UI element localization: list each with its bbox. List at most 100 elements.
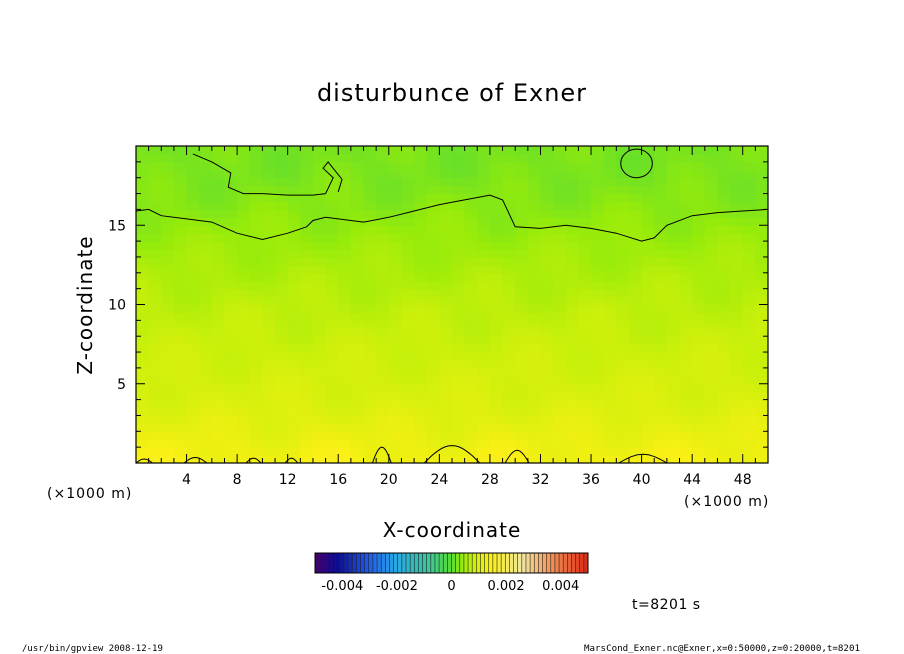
heatmap-cell <box>161 407 175 417</box>
heatmap-cell <box>325 264 339 274</box>
heatmap-cell <box>414 439 428 448</box>
heatmap-cell <box>287 233 301 242</box>
y-axis-label: Z-coordinate <box>73 235 97 374</box>
heatmap-cell <box>616 161 630 171</box>
heatmap-cell <box>553 352 567 361</box>
heatmap-cell <box>692 431 706 440</box>
heatmap-cell <box>325 161 339 171</box>
heatmap-cell <box>173 375 188 385</box>
heatmap-cell <box>161 447 175 456</box>
heatmap-cell <box>325 169 339 179</box>
heatmap-cell <box>249 217 263 226</box>
heatmap-cell <box>414 328 428 337</box>
heatmap-cell <box>173 249 188 258</box>
heatmap-cell <box>414 217 428 226</box>
heatmap-cell <box>717 256 731 266</box>
heatmap-cell <box>578 352 592 361</box>
heatmap-cell <box>477 249 491 258</box>
heatmap-cell <box>540 423 554 432</box>
heatmap-cell <box>211 249 226 258</box>
heatmap-cell <box>237 320 251 329</box>
heatmap-cell <box>211 423 226 432</box>
heatmap-cell <box>439 146 453 155</box>
heatmap-cell <box>628 217 643 226</box>
heatmap-cell <box>300 217 314 226</box>
heatmap-cell <box>742 336 756 345</box>
heatmap-cell <box>338 153 352 163</box>
heatmap-cell <box>755 161 768 171</box>
heatmap-cell <box>628 161 643 171</box>
heatmap-cell <box>654 415 668 424</box>
heatmap-cell <box>363 375 377 385</box>
heatmap-cell <box>401 367 415 377</box>
heatmap-cell <box>363 177 377 187</box>
heatmap-cell <box>414 391 428 401</box>
heatmap-cell <box>515 249 529 258</box>
heatmap-cell <box>300 439 314 448</box>
heatmap-cell <box>173 391 188 401</box>
heatmap-cell <box>464 367 478 377</box>
heatmap-cell <box>717 399 731 409</box>
heatmap-cell <box>641 383 655 393</box>
heatmap-cell <box>591 407 605 417</box>
heatmap-cell <box>755 383 768 393</box>
heatmap-cell <box>211 193 226 203</box>
heatmap-cell <box>312 352 327 361</box>
heatmap-cell <box>300 209 314 218</box>
heatmap-cell <box>452 264 466 274</box>
heatmap-cell <box>565 201 579 210</box>
heatmap-cell <box>603 193 617 203</box>
heatmap-cell <box>464 391 478 401</box>
heatmap-cell <box>742 161 756 171</box>
heatmap-cell <box>224 447 238 456</box>
heatmap-cell <box>464 455 478 463</box>
heatmap-cell <box>515 288 529 298</box>
heatmap-cell <box>426 415 440 424</box>
contour-bump <box>504 449 530 463</box>
heatmap-cell <box>540 375 554 385</box>
heatmap-cell <box>666 249 681 258</box>
heatmap-cell <box>414 312 428 321</box>
heatmap-cell <box>338 367 352 377</box>
heatmap-cell <box>300 264 314 274</box>
heatmap-cell <box>211 304 226 314</box>
x-tick-label: 48 <box>734 472 752 488</box>
colorbar-segment <box>546 553 552 573</box>
heatmap-cell <box>376 233 390 242</box>
heatmap-cell <box>704 146 719 155</box>
heatmap-cell <box>591 383 605 393</box>
heatmap-cell <box>249 367 263 377</box>
heatmap-cell <box>717 375 731 385</box>
heatmap-cell <box>136 225 150 234</box>
heatmap-cell <box>755 280 768 290</box>
heatmap-cell <box>376 225 390 234</box>
heatmap-cell <box>388 344 403 353</box>
heatmap-cell <box>565 272 579 282</box>
heatmap-cell <box>591 233 605 242</box>
heatmap-cell <box>287 264 301 274</box>
heatmap-cell <box>426 352 440 361</box>
heatmap-cell <box>148 431 162 440</box>
heatmap-cell <box>565 280 579 290</box>
heatmap-cell <box>502 344 516 353</box>
heatmap-cell <box>578 209 592 218</box>
heatmap-cell <box>565 233 579 242</box>
heatmap-cell <box>489 296 504 306</box>
heatmap-cell <box>666 320 681 329</box>
heatmap-cell <box>730 249 744 258</box>
heatmap-cell <box>489 185 504 195</box>
heatmap-cell <box>452 375 466 385</box>
heatmap-cell <box>426 241 440 250</box>
heatmap-cell <box>275 391 289 401</box>
heatmap-cell <box>452 296 466 306</box>
heatmap-cell <box>540 241 554 250</box>
heatmap-cell <box>401 296 415 306</box>
heatmap-cell <box>527 423 542 432</box>
heatmap-cell <box>161 439 175 448</box>
heatmap-cell <box>502 367 516 377</box>
heatmap-cell <box>464 264 478 274</box>
heatmap-cell <box>679 383 693 393</box>
heatmap-cell <box>350 423 365 432</box>
heatmap-cell <box>692 359 706 369</box>
heatmap-cell <box>350 375 365 385</box>
